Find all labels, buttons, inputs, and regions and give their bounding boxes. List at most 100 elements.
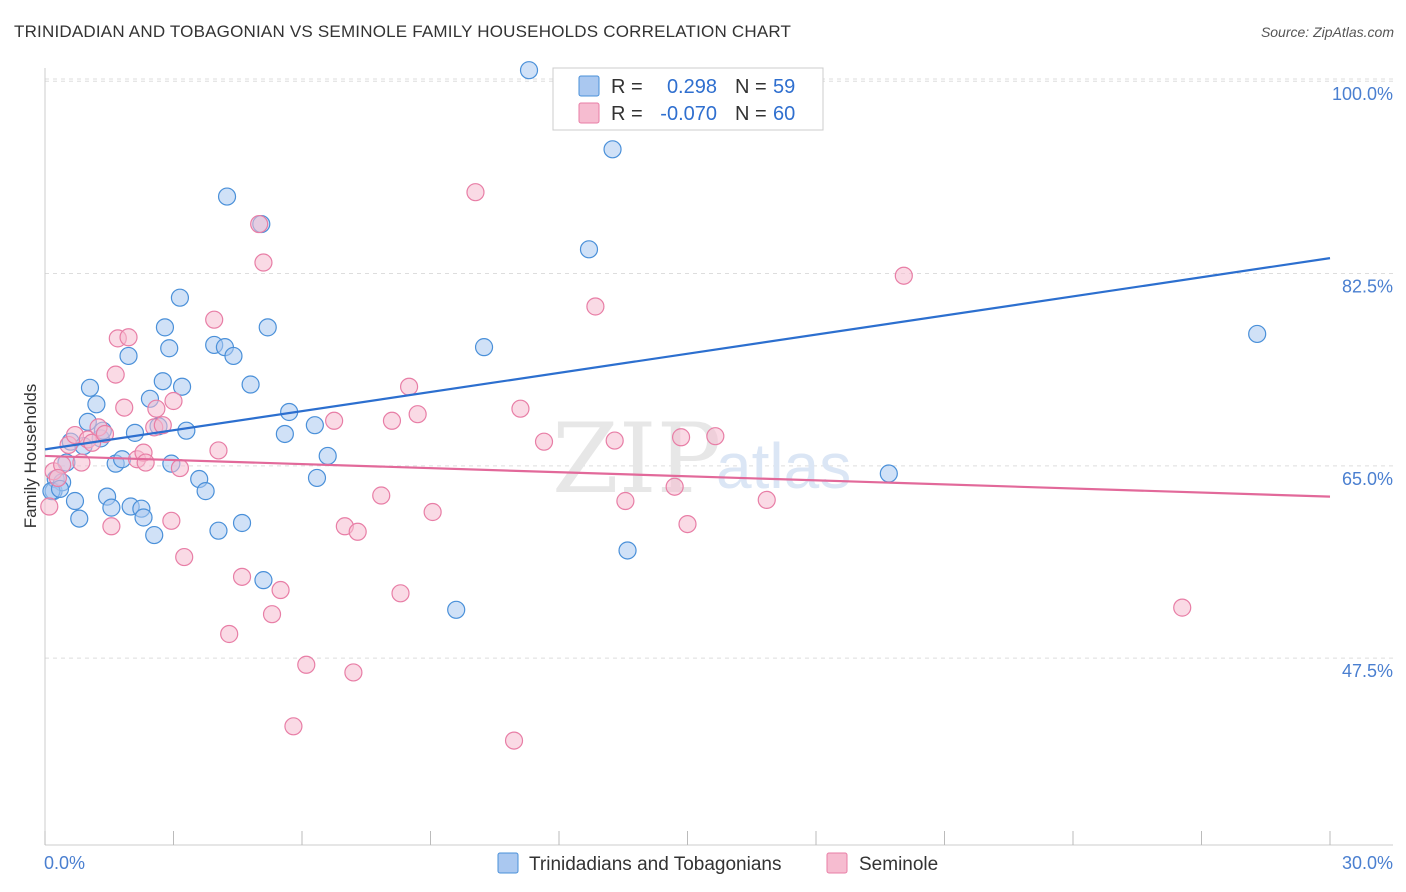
seminole-point-55 <box>706 427 725 446</box>
seminole-point-42 <box>399 377 419 396</box>
seminole-point-19 <box>147 399 166 418</box>
seminole-point-47 <box>511 399 530 418</box>
seminole-point-48 <box>534 432 554 451</box>
seminole-point-22 <box>164 391 183 411</box>
seminole-point-23 <box>170 458 190 478</box>
seminole-point-9 <box>95 424 115 444</box>
trinidadian-point-56 <box>1248 324 1267 344</box>
series-trinidadian-points <box>42 61 1267 619</box>
seminole-point-54 <box>678 514 697 534</box>
trinidadian-point-14 <box>102 498 121 517</box>
seminole-point-59 <box>48 468 67 488</box>
seminole-point-40 <box>382 411 402 430</box>
seminole-point-43 <box>408 405 427 424</box>
trinidadian-point-21 <box>134 508 153 527</box>
bottom-legend-label-pink: Seminole <box>859 854 938 875</box>
seminole-point-49 <box>586 297 605 316</box>
trinidadian-point-35 <box>209 521 228 540</box>
chart-source: Source: ZipAtlas.com <box>1260 24 1394 40</box>
trinidadian-point-9 <box>80 378 100 397</box>
trinidadian-point-23 <box>145 525 164 545</box>
trinidadian-point-37 <box>217 187 237 206</box>
seminole-point-58 <box>1173 598 1192 617</box>
trinidadian-trend-line <box>44 257 1331 451</box>
legend-r-label-pink: R = <box>611 103 643 125</box>
trinidadian-point-26 <box>155 318 175 337</box>
trinidadian-point-39 <box>232 513 252 533</box>
bottom-legend-swatch-pink <box>826 852 848 874</box>
trinidadian-point-19 <box>125 423 145 442</box>
seminole-point-39 <box>372 486 391 505</box>
trinidadian-point-44 <box>275 424 294 444</box>
trinidadian-point-6 <box>70 509 89 528</box>
trinidadian-point-43 <box>258 318 277 337</box>
seminole-trend-line <box>44 454 1331 498</box>
legend-n-label-blue: N = <box>735 76 767 98</box>
seminole-point-46 <box>504 731 524 750</box>
y-axis-title: Family Households <box>21 384 40 529</box>
correlation-legend: R = 0.298 N = 59 R = -0.070 N = 60 <box>552 67 824 131</box>
trinidadian-point-40 <box>241 375 260 394</box>
seminole-point-25 <box>205 310 224 329</box>
legend-r-value-blue: 0.298 <box>667 76 717 98</box>
x-tick-label-min: 0.0% <box>44 853 85 873</box>
seminole-point-24 <box>175 547 194 567</box>
seminole-point-52 <box>665 477 684 496</box>
seminole-point-17 <box>136 453 155 472</box>
trinidadian-point-25 <box>153 372 172 391</box>
watermark-zip: ZIP <box>552 403 721 515</box>
trinidadian-point-29 <box>170 288 190 307</box>
x-ticks <box>44 831 1331 845</box>
seminole-point-10 <box>102 517 121 536</box>
seminole-point-56 <box>757 490 776 510</box>
series-seminole-points <box>40 183 1192 750</box>
seminole-point-28 <box>232 567 252 586</box>
trinidadian-point-47 <box>307 468 327 488</box>
trinidadian-point-30 <box>172 377 192 396</box>
seminole-point-0 <box>40 497 59 516</box>
trend-lines <box>44 257 1331 498</box>
seminole-point-35 <box>325 411 344 430</box>
seminole-point-45 <box>466 183 485 202</box>
seminole-point-20 <box>153 416 172 435</box>
seminole-point-57 <box>894 266 913 285</box>
seminole-point-11 <box>106 365 125 384</box>
bottom-legend-label-blue: Trinidadians and Tobagonians <box>529 854 781 875</box>
trinidadian-point-48 <box>318 446 337 466</box>
seminole-point-53 <box>671 428 691 447</box>
seminole-point-44 <box>423 502 442 522</box>
seminole-point-50 <box>605 431 624 450</box>
trinidadian-point-38 <box>224 346 243 366</box>
trinidadian-point-50 <box>474 338 494 357</box>
bottom-legend-swatch-blue <box>497 852 519 874</box>
seminole-point-51 <box>616 491 635 511</box>
seminole-point-41 <box>391 584 410 603</box>
legend-n-label-pink: N = <box>735 103 767 125</box>
legend-n-value-blue: 59 <box>773 76 795 98</box>
legend-swatch-blue <box>578 75 600 97</box>
trinidadian-point-5 <box>65 491 85 511</box>
trinidadian-point-53 <box>603 140 622 159</box>
legend-n-value-pink: 60 <box>773 103 795 125</box>
seminole-point-31 <box>262 605 282 624</box>
seminole-point-26 <box>209 441 228 460</box>
trinidadian-point-46 <box>305 416 324 435</box>
seminole-point-14 <box>119 328 138 347</box>
seminole-point-38 <box>348 522 367 541</box>
seminole-point-29 <box>250 214 269 234</box>
y-tick-label-3: 100.0% <box>1332 84 1393 104</box>
y-tick-label-0: 47.5% <box>1342 661 1393 681</box>
trinidadian-point-10 <box>87 395 106 414</box>
trinidadian-point-27 <box>160 339 179 358</box>
y-tick-label-2: 82.5% <box>1342 277 1393 297</box>
seminole-point-34 <box>297 655 316 674</box>
seminole-point-13 <box>115 398 134 417</box>
legend-r-value-pink: -0.070 <box>660 103 717 125</box>
legend-r-label-blue: R = <box>611 76 643 98</box>
y-tick-label-1: 65.0% <box>1342 469 1393 489</box>
trinidadian-point-17 <box>119 346 138 366</box>
trinidadian-point-31 <box>177 421 196 440</box>
trinidadian-point-55 <box>879 464 898 483</box>
trinidadian-point-51 <box>519 61 539 80</box>
